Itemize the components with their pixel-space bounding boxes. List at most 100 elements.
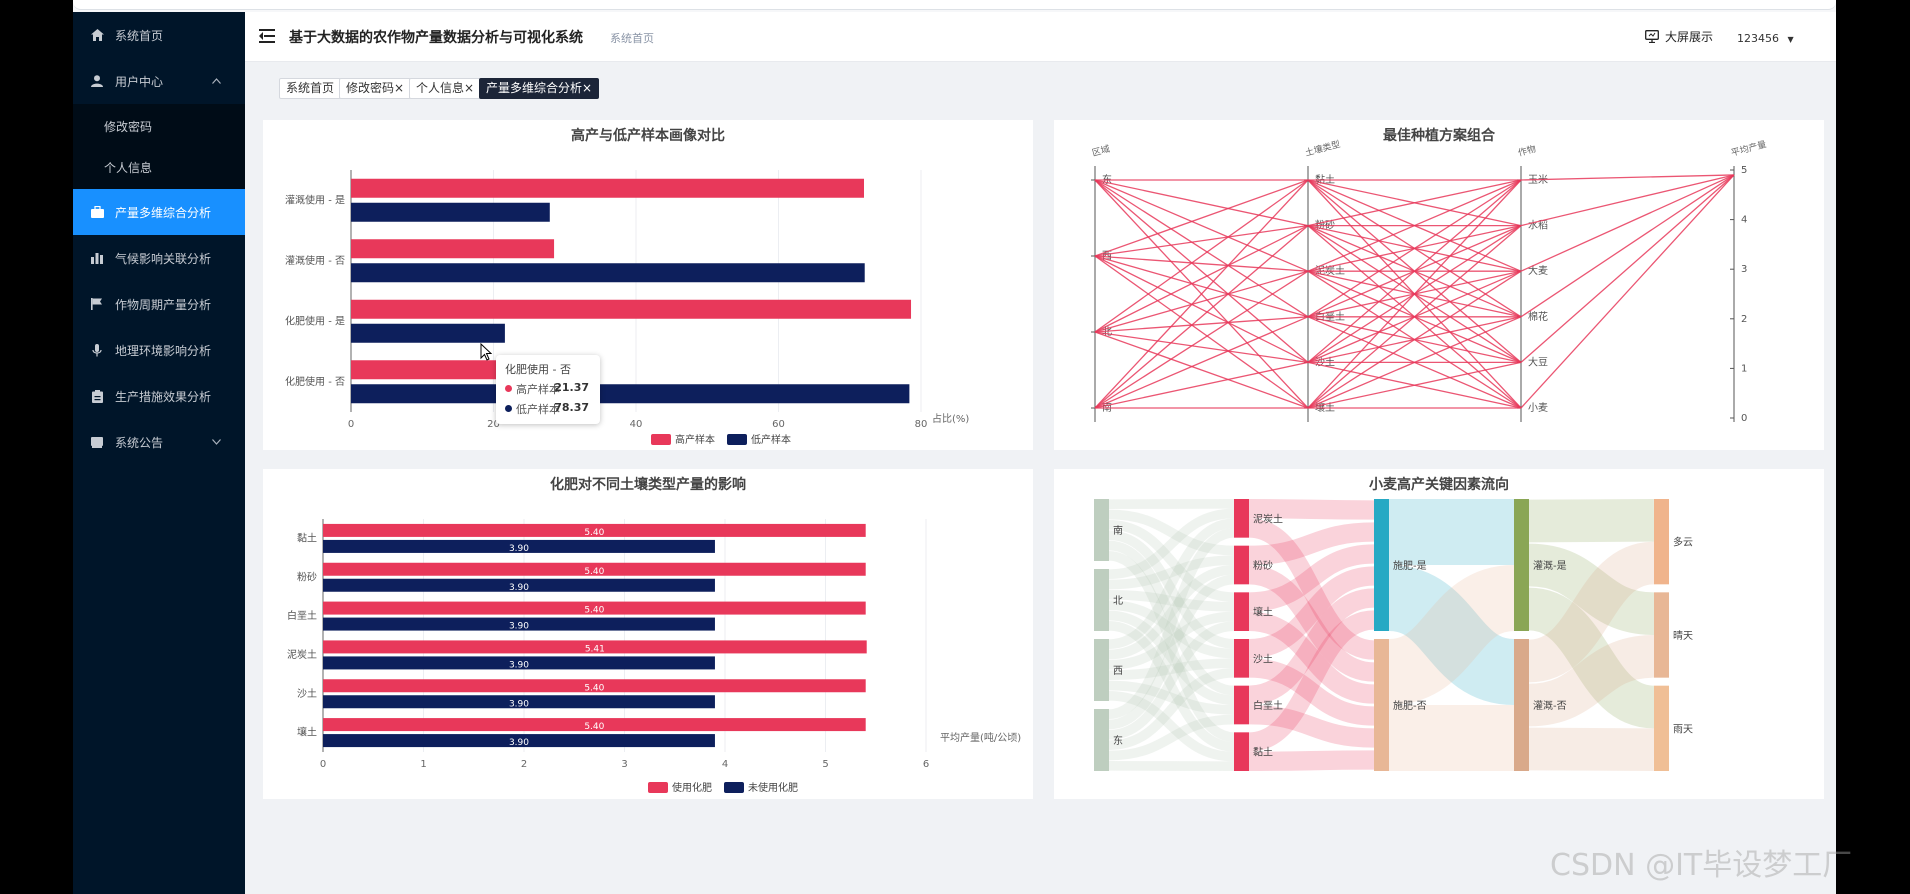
bar — [323, 679, 866, 693]
caret-down-icon: ▼ — [1787, 35, 1794, 44]
bar — [351, 323, 505, 343]
parallel-line-segment — [1094, 179, 1309, 409]
user-dropdown[interactable]: 123456 ▼ — [1737, 32, 1794, 45]
sankey-node — [1094, 499, 1109, 561]
menu-fold-icon[interactable] — [259, 29, 275, 43]
sankey-node — [1654, 592, 1669, 678]
sidebar-item-user-center[interactable]: 用户中心 — [73, 58, 245, 104]
sankey-node-label: 施肥-否 — [1393, 699, 1427, 712]
flag-icon — [90, 297, 104, 311]
parallel-line-segment — [1094, 331, 1309, 409]
close-icon[interactable]: × — [394, 81, 405, 95]
axis-tick-label: 大豆 — [1528, 355, 1548, 368]
parallel-line-segment — [1520, 174, 1735, 181]
sankey-node-label: 沙土 — [1253, 652, 1273, 665]
tag-change-password[interactable]: 修改密码× — [339, 78, 412, 99]
sankey-link — [1527, 543, 1656, 636]
parallel-line-segment — [1094, 270, 1309, 333]
user-center-submenu: 修改密码 个人信息 — [73, 104, 245, 190]
sankey-node — [1094, 569, 1109, 631]
breadcrumb[interactable]: 系统首页 — [610, 32, 654, 45]
parallel-line-segment — [1307, 179, 1522, 227]
sankey-node — [1654, 685, 1669, 771]
sankey-link — [1108, 518, 1235, 650]
sankey-link — [1108, 519, 1235, 603]
legend-swatch — [651, 434, 671, 445]
sidebar: 系统首页 用户中心 修改密码 个人信息 产量多维综合分析 气候影响关联分析 — [73, 12, 245, 894]
sankey-link — [1108, 508, 1235, 580]
tag-profile[interactable]: 个人信息× — [409, 78, 482, 99]
card-best-plan: 最佳种植方案组合 区域东西北南土壤类型 黏土 粉砂 泥炭土 白垩土 沙土 壤土 作物 玉米 水稻大… — [1054, 120, 1824, 450]
sankey-node — [1234, 685, 1249, 725]
tag-yield-analysis[interactable]: 产量多维综合分析× — [479, 78, 600, 99]
tag-home[interactable]: 系统首页 — [279, 78, 342, 99]
sidebar-item-announcements[interactable]: 系统公告 — [73, 419, 245, 465]
sidebar-subitem-profile[interactable]: 个人信息 — [104, 161, 153, 175]
sankey-node-label: 南 — [1113, 524, 1123, 537]
data-label: 5.40 — [584, 722, 604, 732]
data-label: 3.90 — [509, 583, 529, 593]
parallel-line-segment — [1307, 179, 1522, 272]
y-tick-label: 化肥使用 - 否 — [285, 375, 345, 388]
parallel-line-segment — [1307, 179, 1522, 409]
bar — [351, 299, 912, 319]
sankey-node-label: 白垩土 — [1253, 699, 1283, 712]
sankey-link — [1528, 727, 1655, 772]
book-icon — [90, 435, 104, 449]
sankey-node — [1514, 499, 1529, 631]
big-screen-button[interactable]: 大屏展示 — [1645, 28, 1713, 45]
sankey-link — [1108, 564, 1235, 660]
legend-label: 低产样本 — [751, 433, 791, 446]
sidebar-item-crop-cycle-analysis[interactable]: 作物周期产量分析 — [73, 281, 245, 327]
sidebar-subitem-change-password[interactable]: 修改密码 — [104, 120, 153, 134]
sidebar-item-geo-analysis[interactable]: 地理环境影响分析 — [73, 327, 245, 373]
bar — [323, 656, 715, 670]
axis-name: 土壤类型 — [1304, 138, 1342, 159]
close-icon[interactable]: × — [582, 81, 593, 95]
parallel-line-segment — [1094, 225, 1309, 409]
sankey-link — [1248, 588, 1375, 705]
chart-title: 高产与低产样本画像对比 — [571, 128, 725, 144]
legend-swatch — [727, 434, 747, 445]
parallel-line-segment — [1094, 361, 1309, 409]
y-tick-label: 沙土 — [297, 687, 317, 700]
home-icon — [90, 28, 104, 42]
bar — [351, 360, 504, 380]
legend-label: 未使用化肥 — [748, 781, 798, 794]
x-tick-label: 4 — [722, 759, 728, 770]
tooltip-value: 78.37 — [554, 401, 589, 414]
sankey-node-label: 粉砂 — [1253, 559, 1273, 572]
y-tick-label: 白垩土 — [287, 609, 317, 622]
sidebar-item-measure-analysis[interactable]: 生产措施效果分析 — [73, 373, 245, 419]
header: 基于大数据的农作物产量数据分析与可视化系统 系统首页 大屏展示 123456 ▼ — [245, 12, 1836, 62]
sidebar-item-home[interactable]: 系统首页 — [73, 12, 245, 58]
tag-label: 系统首页 — [286, 81, 335, 95]
close-icon[interactable]: × — [464, 81, 475, 95]
data-label: 3.90 — [509, 699, 529, 709]
sankey-node-label: 东 — [1113, 734, 1123, 747]
sankey-link — [1108, 540, 1235, 696]
bar-chart-icon — [90, 251, 104, 265]
tag-label: 产量多维综合分析 — [486, 81, 583, 95]
sankey-link — [1248, 565, 1375, 682]
axis-tick-label: 棉花 — [1528, 310, 1548, 323]
parallel-line-segment — [1520, 174, 1735, 409]
y-tick-label: 黏土 — [297, 531, 317, 544]
x-tick-label: 80 — [915, 419, 928, 430]
watermark: CSDN @IT毕设梦工厂 — [1550, 848, 1853, 883]
parallel-line-segment — [1094, 255, 1309, 409]
bar — [351, 384, 910, 404]
sankey-node-label: 雨天 — [1673, 724, 1693, 735]
sidebar-item-climate-analysis[interactable]: 气候影响关联分析 — [73, 235, 245, 281]
data-label: 3.90 — [509, 660, 529, 670]
sidebar-item-yield-analysis[interactable]: 产量多维综合分析 — [73, 189, 245, 235]
x-tick-label: 60 — [772, 419, 785, 430]
sankey-node-label: 西 — [1113, 666, 1123, 677]
axis-tick-label: 北 — [1102, 326, 1112, 338]
axis-tick-label: 5 — [1741, 165, 1747, 176]
sankey-link — [1247, 518, 1376, 660]
monitor-icon — [1645, 30, 1659, 43]
tooltip-row: 高产样本 21.37 — [505, 381, 595, 396]
big-screen-label: 大屏展示 — [1665, 30, 1714, 44]
data-label: 5.40 — [584, 606, 604, 616]
